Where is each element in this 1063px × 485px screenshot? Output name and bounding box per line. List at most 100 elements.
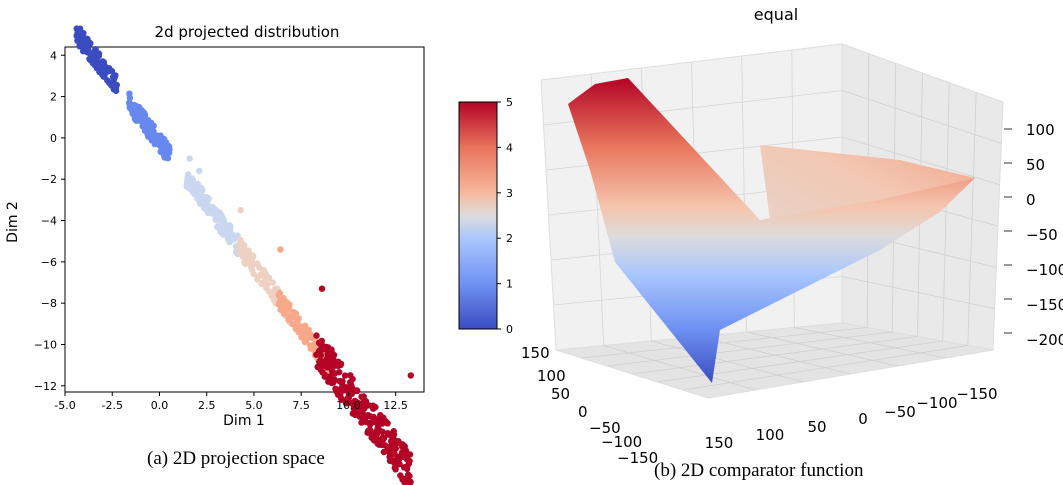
scatter-point [263, 284, 270, 292]
scatter-point [328, 348, 335, 356]
y3d-tick-label: −50 [884, 403, 916, 421]
scatter-point [104, 65, 111, 72]
y3d-tick-label: −150 [956, 385, 997, 403]
y3d-tick-label: 0 [858, 410, 868, 428]
scatter-point [237, 236, 244, 244]
y-tick-label: −12 [34, 380, 57, 393]
scatter-point [307, 344, 315, 351]
scatter-point [283, 299, 291, 306]
scatter-point [110, 86, 118, 93]
x-tick-label: 10.0 [336, 399, 361, 412]
scatter-point [384, 430, 391, 437]
scatter-point [147, 132, 154, 139]
scatter-point [324, 344, 332, 351]
scatter-ylabel: Dim 2 [5, 201, 21, 243]
scatter-point [295, 326, 302, 334]
scatter-point [386, 449, 393, 457]
scatter-point [198, 200, 205, 207]
scatter-point [342, 400, 350, 407]
scatter-point [407, 372, 414, 379]
scatter-point [99, 58, 106, 65]
scatter-point [351, 397, 358, 405]
scatter-point [343, 385, 351, 393]
scatter-point [360, 393, 367, 400]
scatter-point [226, 238, 233, 246]
scatter-point [318, 285, 326, 292]
scatter-point [157, 133, 164, 140]
scatter-point [235, 241, 243, 249]
scatter-point [332, 362, 339, 369]
scatter-point [377, 412, 384, 419]
x-tick-label: 12.5 [383, 399, 408, 412]
scatter-point [156, 142, 163, 149]
scatter-point [186, 155, 193, 162]
scatter-point [241, 259, 248, 266]
scatter-point [390, 431, 398, 438]
scatter-point [110, 77, 117, 84]
scatter-point [254, 260, 261, 267]
scatter-point [313, 332, 320, 339]
colorbar-ticks: 0 1 2 3 4 5 [497, 96, 513, 336]
scatter-point [204, 209, 212, 217]
scatter-point [407, 478, 414, 485]
x-tick-label: -5.0 [54, 399, 75, 412]
scatter-point [214, 223, 221, 231]
colorbar-tick-label: 1 [506, 278, 513, 291]
scatter-point [277, 246, 284, 253]
scatter-point [161, 152, 168, 159]
scatter-point [391, 464, 398, 471]
z-tick-label: −150 [1026, 296, 1063, 314]
x3d-tick-label: 50 [551, 385, 570, 403]
x3d-tick-label: −50 [589, 419, 621, 437]
scatter-x-ticks: -5.0 -2.5 0.0 2.5 5.0 7.5 10.0 12.5 [54, 392, 408, 412]
caption-b: (b) 2D comparator function [654, 460, 864, 481]
scatter-point [393, 456, 401, 463]
scatter-point [358, 419, 365, 426]
scatter-point [365, 427, 372, 434]
scatter-point [277, 306, 284, 313]
scatter-point [264, 273, 271, 281]
scatter-point [374, 420, 381, 427]
scatter-point [387, 442, 395, 450]
scatter-point [196, 167, 203, 175]
scatter-point [395, 438, 402, 445]
x-tick-label: 0.0 [151, 399, 169, 412]
colorbar-tick-label: 3 [506, 187, 513, 200]
colorbar: 0 1 2 3 4 5 [458, 96, 513, 336]
scatter-point [244, 249, 252, 257]
scatter-point [400, 476, 408, 483]
scatter-point [349, 375, 356, 383]
scatter-point [131, 115, 138, 122]
x3d-tick-label: 0 [578, 403, 588, 421]
scatter-point [223, 222, 230, 230]
scatter-title: 2d projected distribution [155, 23, 340, 41]
scatter-point [248, 266, 256, 274]
colorbar-tick-label: 2 [506, 232, 513, 245]
scatter-point [356, 413, 363, 420]
scatter-point [371, 429, 379, 436]
scatter-point [333, 388, 340, 395]
scatter-point [370, 404, 377, 411]
scatter-axes-frame [64, 46, 425, 393]
scatter-point [271, 294, 278, 302]
scatter-point [248, 255, 256, 262]
scatter-point [236, 246, 243, 254]
scatter-point [197, 184, 204, 192]
scatter-point [305, 326, 312, 334]
scatter-point [92, 46, 99, 53]
scatter-point [237, 207, 244, 214]
y3d-tick-label: −100 [916, 394, 957, 412]
scatter-point [101, 72, 108, 80]
scatter-point [406, 451, 414, 458]
y-tick-label: −4 [41, 215, 57, 228]
scatter-point [209, 210, 217, 217]
scatter-point [276, 290, 283, 297]
x3d-tick-label: 150 [521, 344, 550, 362]
scatter-point [216, 214, 224, 221]
scatter-point [152, 135, 159, 142]
scatter-point [384, 420, 391, 427]
scatter-point [129, 105, 137, 112]
z-tick-label: −100 [1026, 261, 1063, 279]
x-tick-label: -2.5 [102, 399, 123, 412]
